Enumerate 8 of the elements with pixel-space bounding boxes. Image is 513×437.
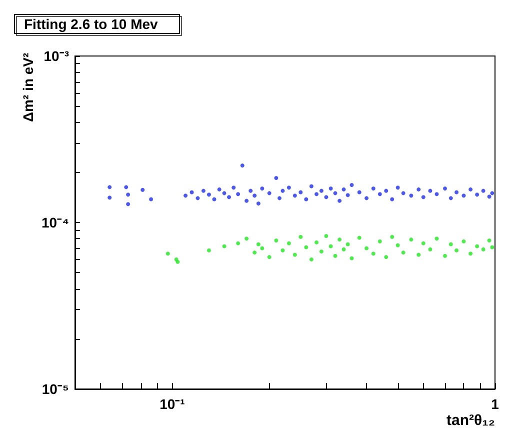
y-tick-label: 10⁻⁵	[42, 381, 69, 397]
chart-title: Fitting 2.6 to 10 Mev	[24, 16, 158, 32]
y-tick-label: 10⁻³	[44, 48, 70, 64]
y-tick-label: 10⁻⁴	[42, 214, 70, 230]
x-tick-label: 1	[491, 396, 500, 412]
x-tick-label: 10⁻¹	[160, 396, 186, 412]
x-axis-title: tan²θ₁₂	[446, 412, 495, 429]
y-axis-title: Δm² in eV²	[20, 52, 36, 122]
